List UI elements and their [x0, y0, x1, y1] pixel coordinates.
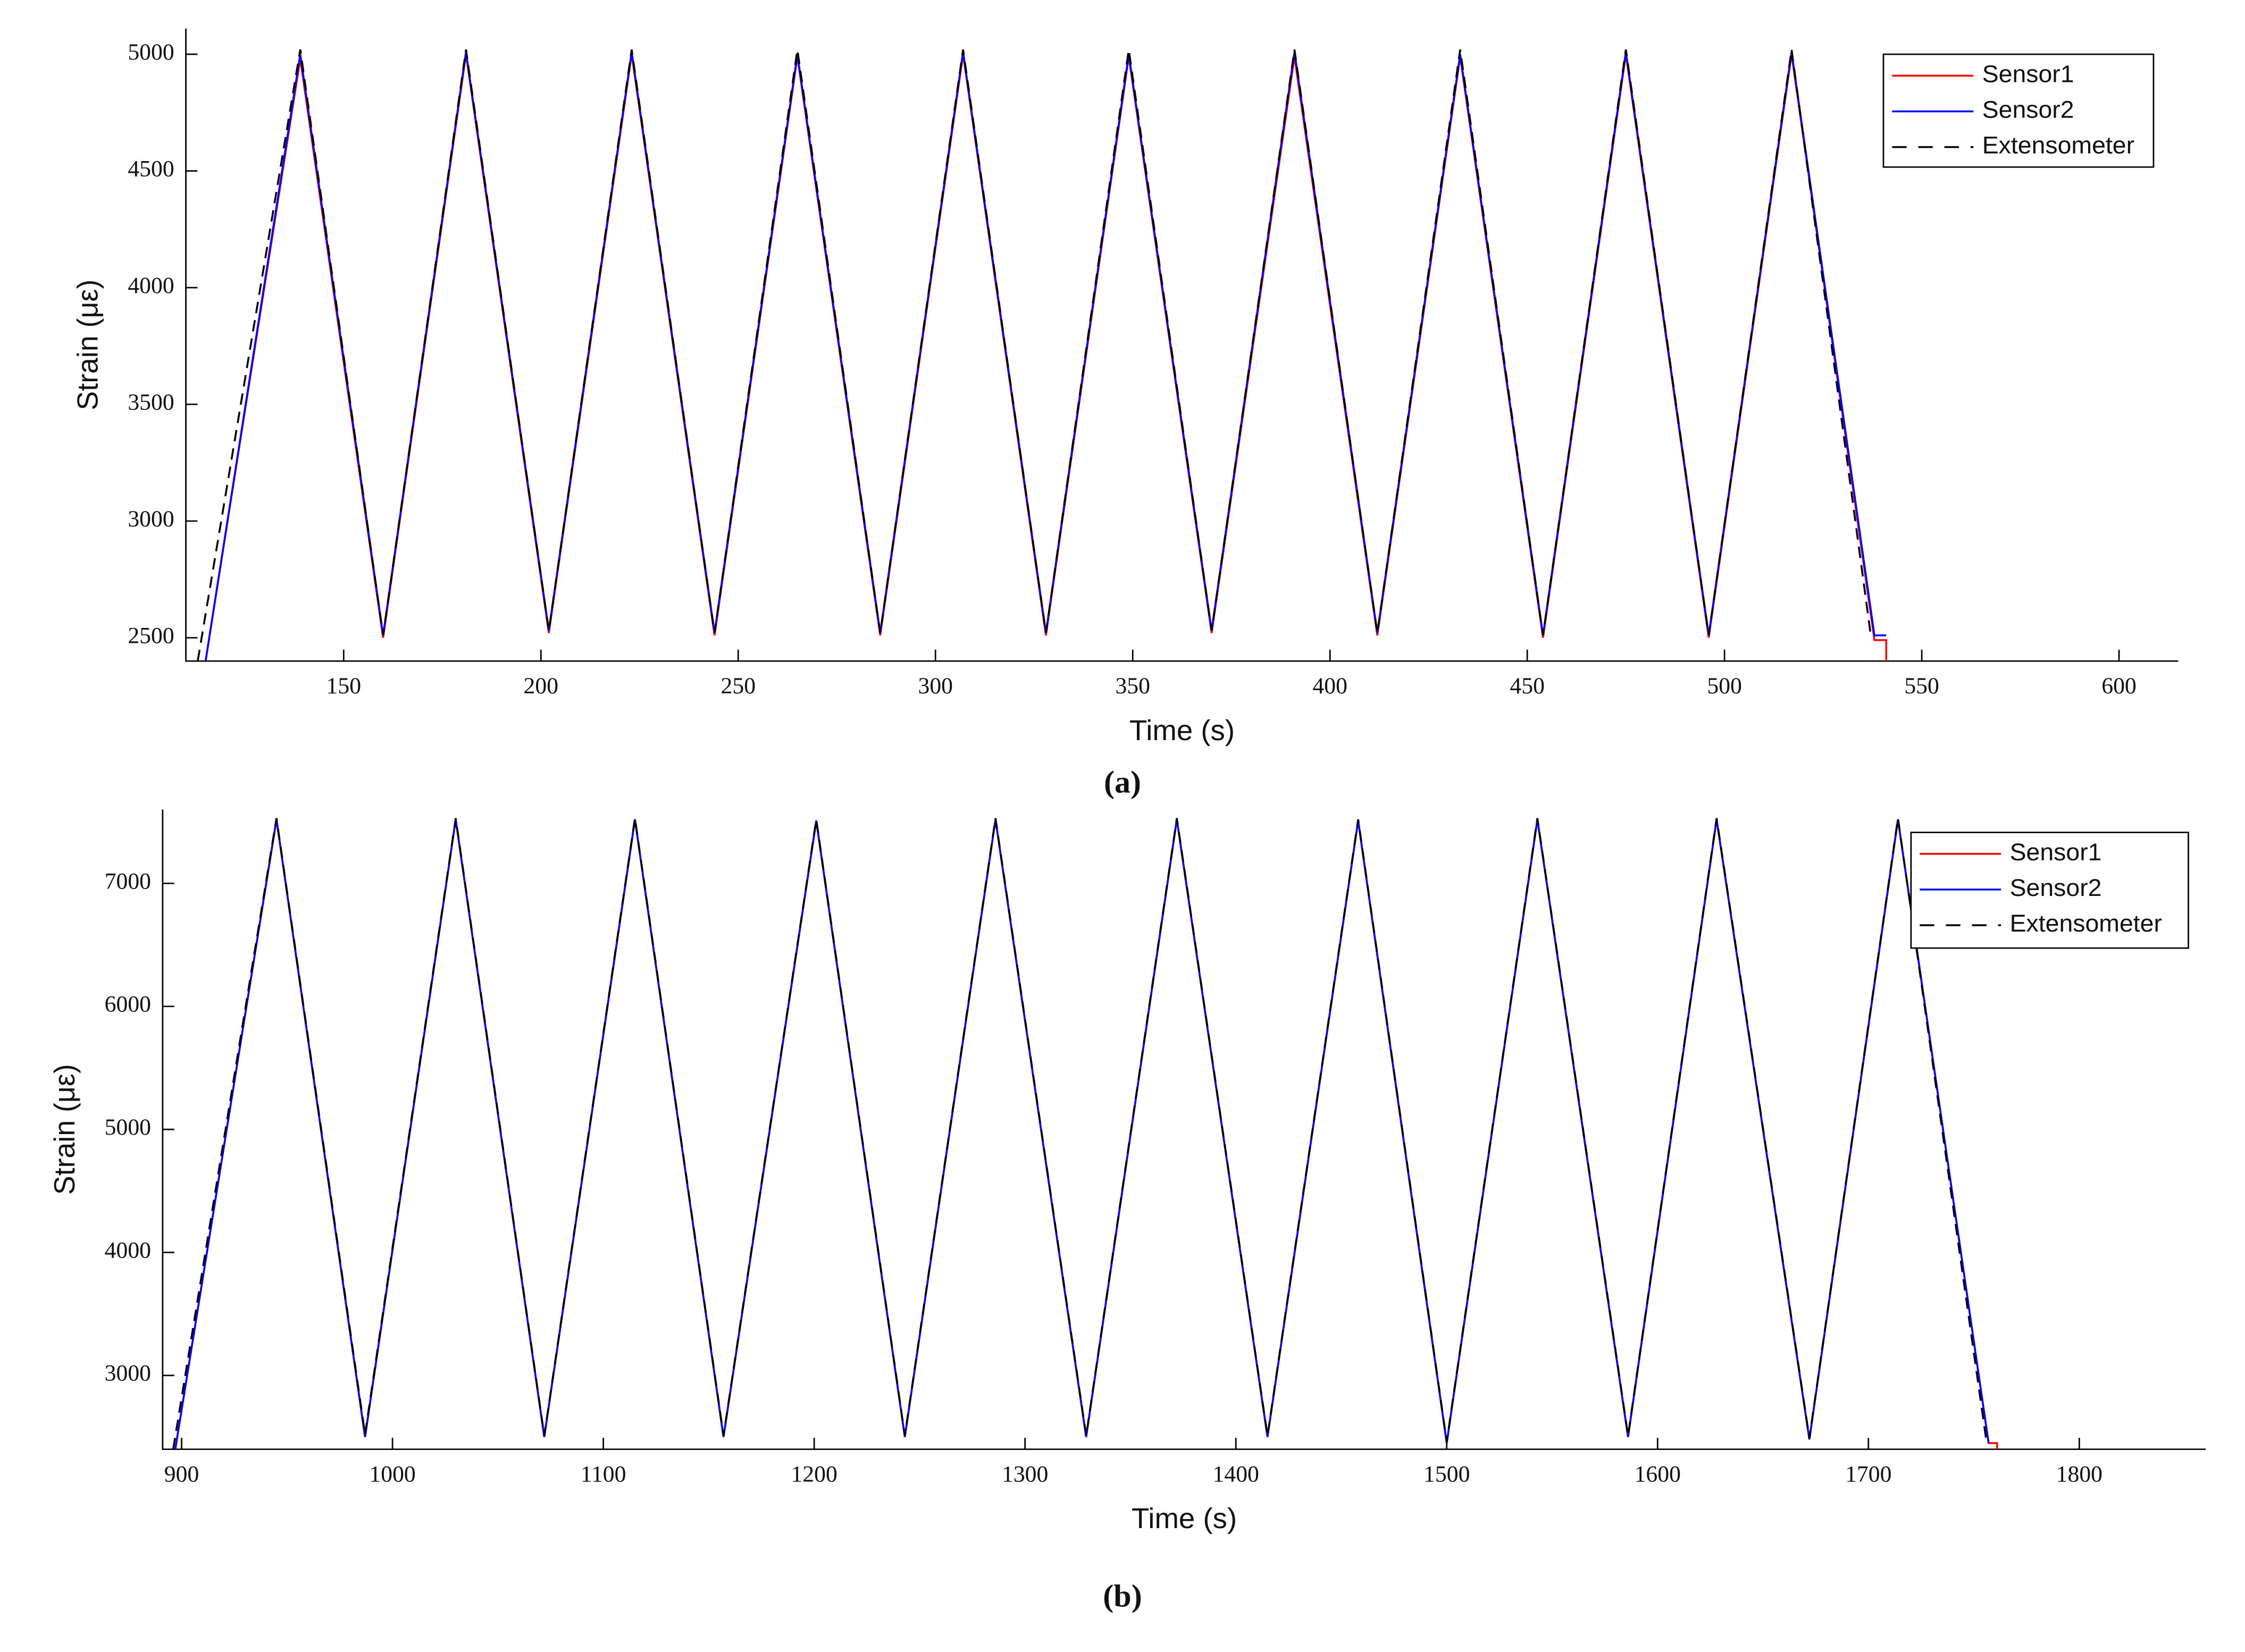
series-line	[174, 819, 1998, 1449]
x-tick-label: 150	[326, 674, 362, 699]
legend-label: Extensometer	[2010, 910, 2162, 937]
series-line	[197, 49, 1872, 661]
x-tick-label: 400	[1312, 674, 1347, 699]
series-line	[172, 818, 1988, 1449]
legend-label: Sensor1	[2010, 838, 2102, 866]
x-tick-label: 1100	[581, 1462, 626, 1487]
x-axis-label: Time (s)	[1129, 715, 1235, 746]
series-line	[204, 54, 1888, 661]
y-tick-label: 7000	[105, 869, 151, 894]
x-tick-label: 500	[1707, 674, 1742, 699]
y-tick-label: 2500	[128, 623, 174, 649]
x-tick-label: 350	[1115, 674, 1150, 699]
series-line	[204, 52, 1887, 661]
x-tick-label: 1000	[369, 1462, 415, 1487]
series-line	[174, 819, 1990, 1449]
x-tick-label: 1200	[791, 1462, 837, 1487]
y-tick-label: 4000	[105, 1238, 151, 1263]
x-tick-label: 250	[721, 674, 756, 699]
legend-label: Sensor2	[1982, 96, 2074, 123]
y-tick-label: 3000	[105, 1361, 151, 1386]
y-tick-label: 3000	[128, 506, 174, 532]
caption: (a)	[1104, 765, 1141, 799]
legend-label: Extensometer	[1982, 131, 2134, 159]
y-tick-label: 3500	[128, 390, 174, 415]
x-tick-label: 1700	[1845, 1462, 1891, 1487]
y-tick-label: 5000	[128, 39, 174, 65]
axes	[185, 28, 2179, 662]
x-tick-label: 1400	[1213, 1462, 1259, 1487]
x-tick-label: 1300	[1002, 1462, 1048, 1487]
x-axis-label: Time (s)	[1132, 1503, 1237, 1534]
y-tick-label: 4000	[128, 273, 174, 298]
axes	[162, 809, 2206, 1450]
y-tick-label: 6000	[105, 992, 151, 1017]
legend-label: Sensor2	[2010, 874, 2102, 901]
x-tick-label: 1800	[2056, 1462, 2102, 1487]
x-tick-label: 200	[524, 674, 559, 699]
x-tick-label: 1600	[1635, 1462, 1681, 1487]
caption: (b)	[1103, 1579, 1142, 1613]
x-tick-label: 450	[1510, 674, 1545, 699]
y-axis-label: Strain (με)	[72, 280, 104, 410]
y-tick-label: 5000	[105, 1114, 151, 1140]
legend-label: Sensor1	[1982, 60, 2074, 88]
y-tick-label: 4500	[128, 156, 174, 182]
x-tick-label: 600	[2101, 674, 2137, 699]
x-tick-label: 1500	[1423, 1462, 1470, 1487]
x-tick-label: 300	[918, 674, 953, 699]
y-axis-label: Strain (με)	[49, 1064, 81, 1195]
x-tick-label: 900	[164, 1462, 199, 1487]
x-tick-label: 550	[1904, 674, 1939, 699]
